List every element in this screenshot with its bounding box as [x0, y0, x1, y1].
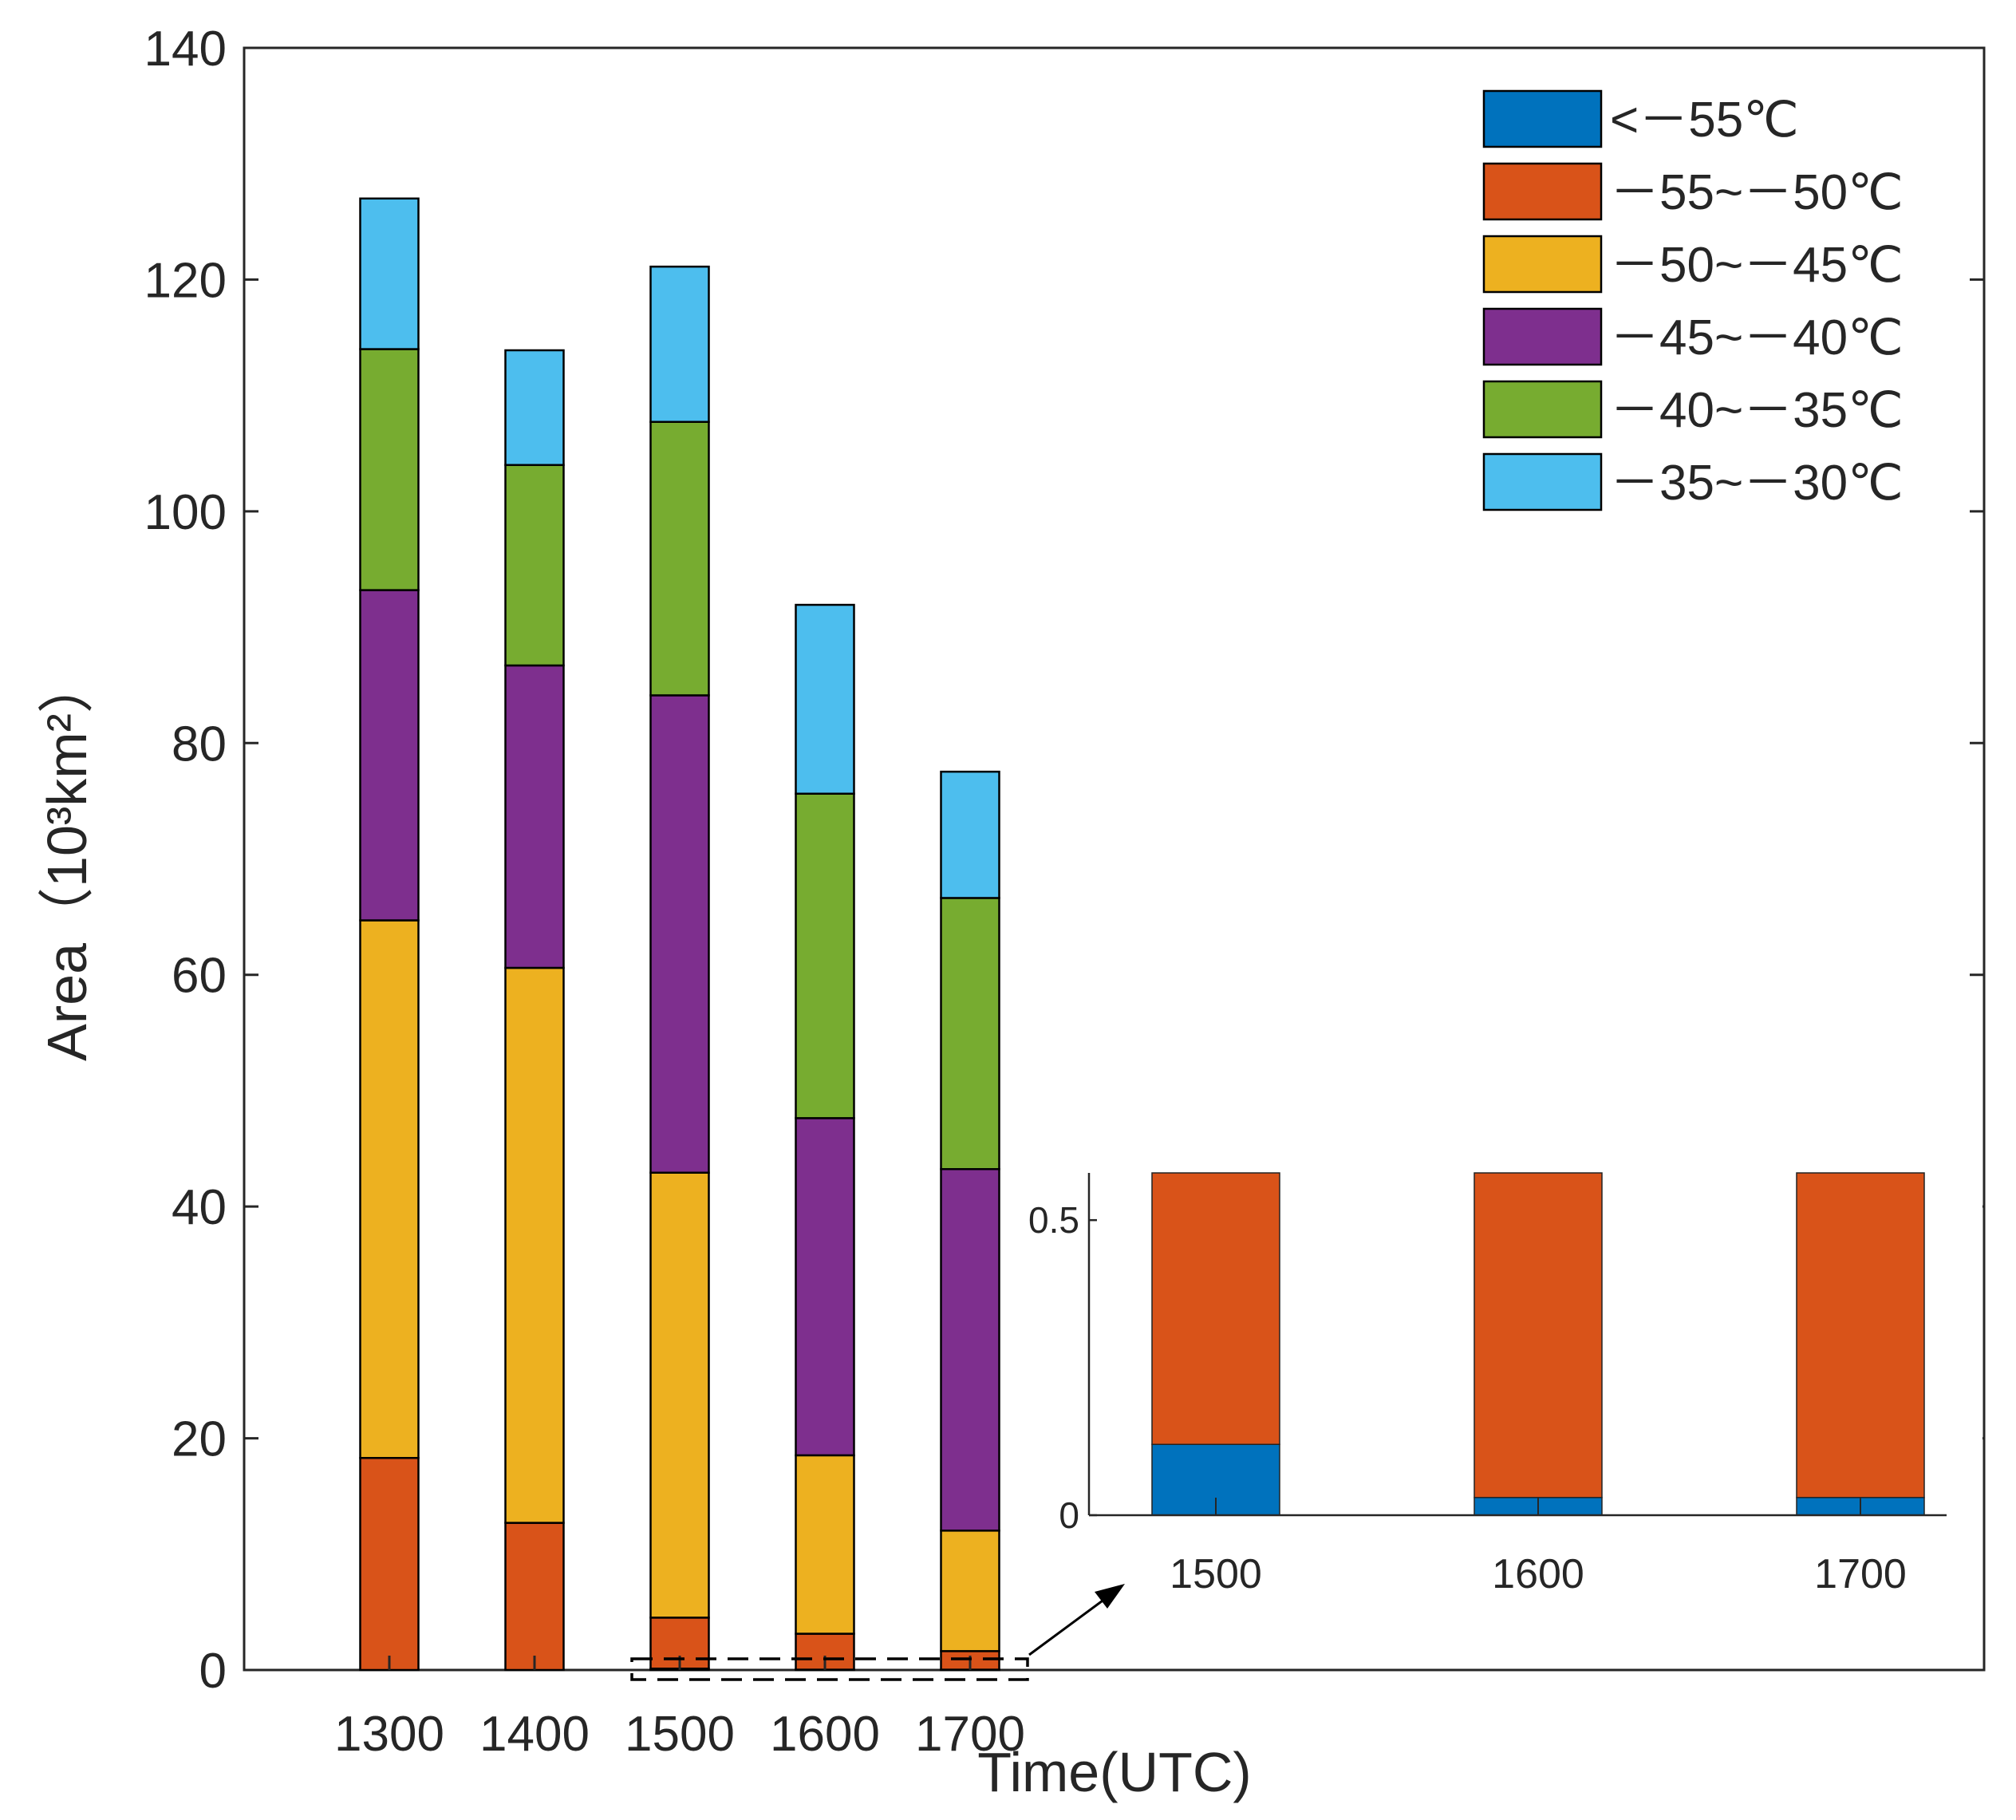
- bar-segment-1400-35-30: [504, 349, 565, 467]
- bar-segment-1300-40-35: [359, 348, 420, 591]
- bar-segment-1300-55-50: [359, 1457, 420, 1672]
- inset-x-tick-label: 1600: [1492, 1551, 1584, 1597]
- legend-swatch-45-40: [1482, 307, 1603, 366]
- inset-x-tick-label: 1700: [1814, 1551, 1907, 1597]
- bar-segment-1700-35-30: [940, 770, 1000, 899]
- inset-bars: [1151, 1172, 1925, 1516]
- x-tick-label: 1500: [625, 1707, 735, 1762]
- bar-segment-1500-35-30: [649, 265, 710, 424]
- inset-y-tick-label: 0.5: [1028, 1199, 1079, 1241]
- bar-segment-1600-45-40: [795, 1117, 855, 1457]
- bar-segment-1300-45-40: [359, 589, 420, 922]
- y-axis-unit: （10³km²）: [36, 657, 98, 943]
- legend-swatch-55: [1482, 89, 1603, 148]
- x-tick-label: 1600: [770, 1707, 880, 1762]
- legend-label: －45~－40℃: [1610, 310, 1904, 365]
- bar-segment-1300-50-45: [359, 919, 420, 1459]
- bar-segment-1400-45-40: [504, 664, 565, 969]
- y-axis-label: Area（10³km²）: [36, 657, 98, 1061]
- x-axis-ticks: 1300 1400 1500 1600 1700: [334, 1656, 1025, 1762]
- x-tick-label: 1300: [334, 1707, 444, 1762]
- legend-swatch-40-35: [1482, 380, 1603, 439]
- bar-segment-1600-50-45: [795, 1454, 855, 1635]
- inset-bar-segment-1500-55-50: [1151, 1172, 1280, 1445]
- legend-label: －55~－50℃: [1610, 165, 1904, 220]
- legend: <－55℃ －55~－50℃ －50~－45℃ －45~－40℃ －40~－35℃ －35…: [1482, 89, 1904, 511]
- zoom-highlight-box: [630, 1657, 1029, 1681]
- bar-segment-1400-50-45: [504, 966, 565, 1524]
- inset-x-axis-ticks: 1500 1600 1700: [1170, 1498, 1907, 1597]
- main-bars: [359, 197, 1000, 1672]
- x-tick-label: 1700: [915, 1707, 1025, 1762]
- bar-segment-1400-40-35: [504, 464, 565, 667]
- bar-segment-1400-55-50: [504, 1522, 565, 1672]
- inset-y-axis-ticks: 00.5: [1028, 1199, 1097, 1536]
- inset-chart: 00.5 1500 1600 1700: [1023, 1117, 1982, 1597]
- y-tick-label: 140: [144, 22, 227, 77]
- bar-segment-1300-35-30: [359, 197, 420, 350]
- y-tick-label: 40: [172, 1180, 227, 1235]
- legend-label: －40~－35℃: [1610, 383, 1904, 438]
- y-tick-label: 100: [144, 485, 227, 540]
- bar-segment-1700-45-40: [940, 1167, 1000, 1532]
- inset-bar-segment-1600-55-50: [1474, 1172, 1603, 1498]
- x-tick-label: 1400: [479, 1707, 590, 1762]
- legend-label: <－55℃: [1610, 93, 1799, 148]
- bar-segment-1600-35-30: [795, 603, 855, 795]
- inset-bar-segment-1700-55-50: [1796, 1172, 1925, 1498]
- bar-segment-1600-40-35: [795, 792, 855, 1119]
- bar-segment-1700-40-35: [940, 897, 1000, 1171]
- y-tick-label: 20: [172, 1412, 227, 1467]
- y-tick-label: 80: [172, 717, 227, 772]
- bar-segment-1700-50-45: [940, 1530, 1000, 1652]
- legend-swatch-50-45: [1482, 235, 1603, 294]
- y-tick-label: 120: [144, 253, 227, 308]
- y-axis-ticks: 0 20 40 60 80 100 120 140: [144, 22, 1984, 1699]
- inset-x-tick-label: 1500: [1170, 1551, 1262, 1597]
- x-axis-label: Time(UTC): [977, 1741, 1251, 1803]
- y-axis-label-text: Area: [36, 943, 98, 1061]
- legend-swatch-55-50: [1482, 162, 1603, 221]
- y-tick-label: 0: [199, 1644, 227, 1699]
- y-tick-label: 60: [172, 949, 227, 1004]
- legend-swatch-35-30: [1482, 452, 1603, 511]
- zoom-arrow-line: [1028, 1593, 1112, 1656]
- zoom-arrow-head: [1095, 1584, 1125, 1609]
- bar-segment-1500-50-45: [649, 1171, 710, 1619]
- bar-segment-1500-45-40: [649, 694, 710, 1174]
- inset-y-tick-label: 0: [1059, 1494, 1079, 1536]
- bar-segment-1500-40-35: [649, 420, 710, 697]
- legend-label: －50~－45℃: [1610, 238, 1904, 293]
- legend-label: －35~－30℃: [1610, 456, 1904, 511]
